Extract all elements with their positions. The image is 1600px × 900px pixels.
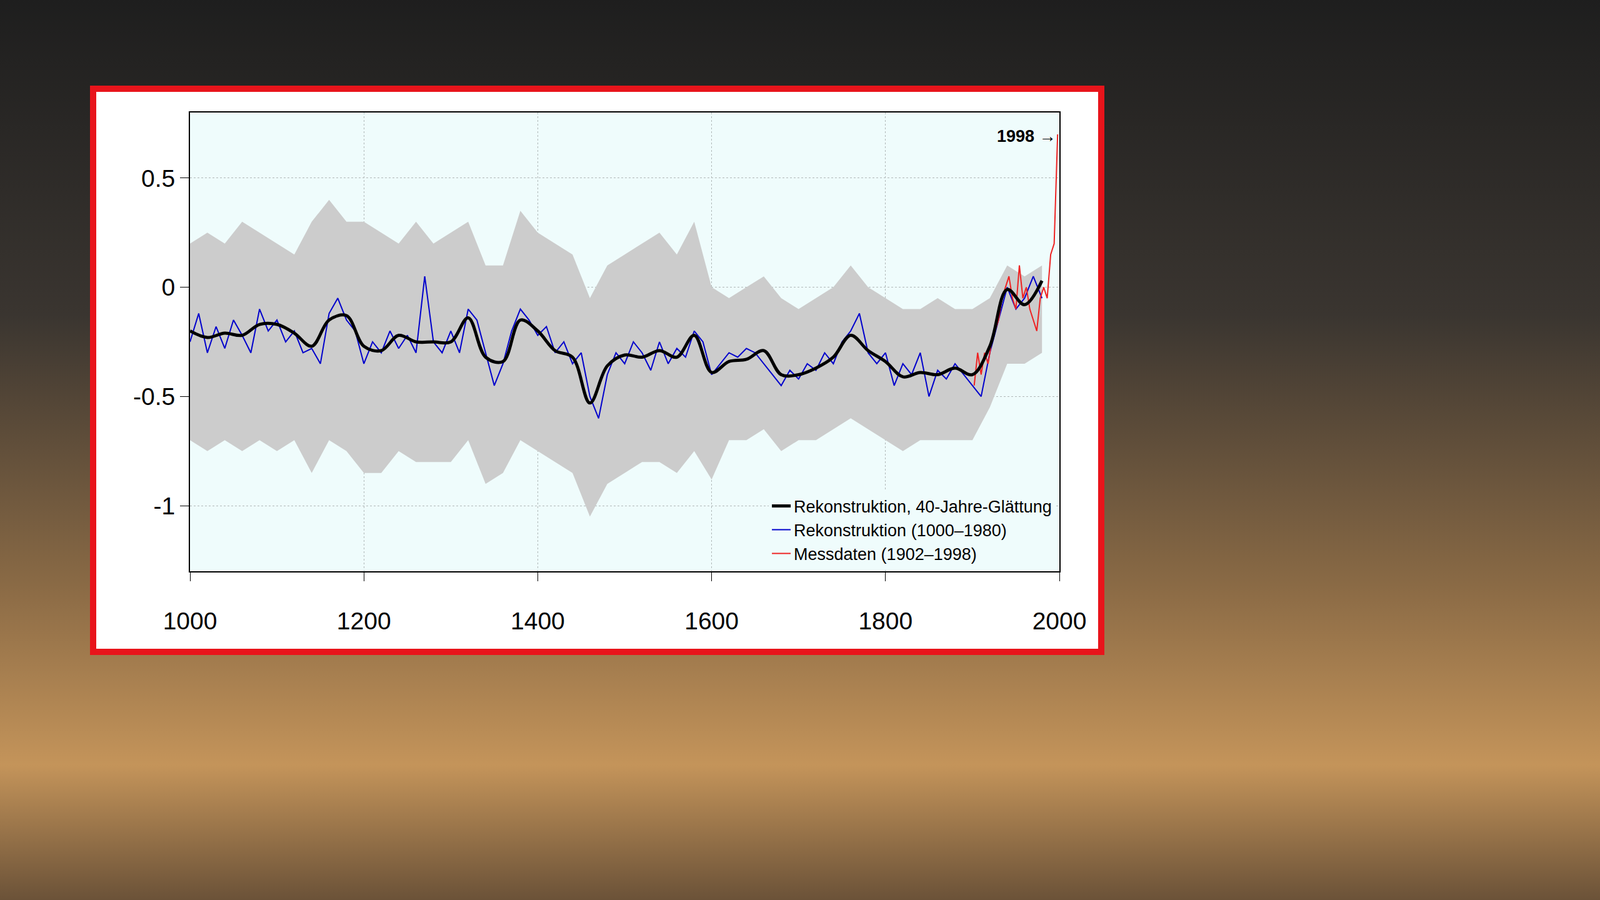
svg-text:Rekonstruktion, 40-Jahre-Glätt: Rekonstruktion, 40-Jahre-Glättung [793,497,1052,517]
svg-text:-0.5: -0.5 [133,383,175,410]
svg-text:1998 →: 1998 → [996,126,1057,146]
svg-text:1000: 1000 [163,607,218,635]
svg-text:1800: 1800 [858,607,913,635]
svg-text:0: 0 [161,273,175,301]
svg-text:1400: 1400 [510,607,565,635]
svg-text:-1: -1 [153,492,176,520]
svg-text:0.5: 0.5 [141,165,175,192]
svg-text:1200: 1200 [336,607,392,635]
svg-text:1600: 1600 [684,607,739,635]
svg-text:Rekonstruktion (1000–1980): Rekonstruktion (1000–1980) [793,521,1007,540]
svg-text:Messdaten (1902–1998): Messdaten (1902–1998) [793,545,977,564]
svg-text:2000: 2000 [1032,607,1087,635]
